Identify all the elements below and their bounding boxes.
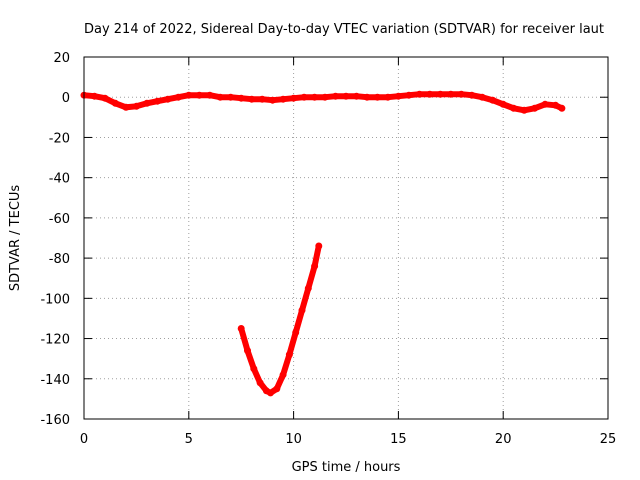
y-tick-label: -100 — [40, 292, 70, 307]
y-tick-label: 20 — [53, 51, 70, 66]
data-point — [273, 385, 281, 393]
x-tick-label: 20 — [495, 432, 512, 447]
data-point — [342, 92, 350, 100]
x-tick-label: 0 — [80, 432, 88, 447]
grid — [84, 57, 608, 419]
y-tick-label: -40 — [49, 172, 70, 187]
data-point — [143, 99, 151, 107]
data-point — [531, 104, 539, 112]
data-point — [153, 97, 161, 105]
series-group — [80, 90, 566, 397]
y-tick-label: 0 — [62, 91, 70, 106]
data-point — [520, 106, 528, 114]
data-point — [415, 90, 423, 98]
data-point — [269, 96, 277, 104]
plot-frame — [83, 56, 609, 420]
data-point — [101, 94, 109, 102]
data-point — [363, 93, 371, 101]
data-point — [468, 91, 476, 99]
x-tick-label: 10 — [285, 432, 302, 447]
data-point — [321, 93, 329, 101]
x-axis-label: GPS time / hours — [292, 460, 401, 475]
y-tick-label: -60 — [49, 212, 70, 227]
data-point — [279, 95, 287, 103]
x-tick-label: 25 — [600, 432, 617, 447]
data-point — [122, 103, 130, 111]
data-point — [457, 90, 465, 98]
data-point — [91, 92, 98, 100]
x-tick-labels: 0 5 10 15 20 25 — [80, 432, 616, 447]
data-point — [447, 90, 455, 98]
data-point — [499, 100, 507, 108]
data-point — [248, 95, 256, 103]
data-point — [394, 92, 402, 100]
data-point — [541, 100, 549, 108]
data-point — [237, 325, 245, 332]
data-point — [237, 94, 245, 102]
data-point — [258, 95, 266, 103]
data-point — [227, 93, 235, 101]
data-point — [244, 347, 251, 355]
data-point — [311, 93, 319, 101]
data-point — [373, 93, 381, 101]
data-point — [478, 93, 486, 101]
x-tick-label: 5 — [185, 432, 193, 447]
data-point — [290, 94, 298, 102]
data-point — [426, 90, 434, 98]
data-point — [353, 92, 360, 100]
data-point — [279, 371, 287, 379]
data-point — [164, 95, 172, 103]
data-point — [256, 379, 264, 387]
data-point — [405, 91, 413, 99]
data-point — [558, 104, 566, 112]
data-point — [436, 90, 444, 98]
y-axis-label: SDTVAR / TECUs — [8, 185, 23, 292]
y-tick-label: -80 — [49, 252, 70, 267]
data-point — [332, 92, 339, 100]
data-point — [510, 104, 518, 112]
data-point — [298, 306, 306, 314]
data-point — [174, 93, 182, 101]
data-point — [300, 93, 308, 101]
data-point — [250, 365, 258, 373]
data-point — [489, 96, 497, 104]
data-point — [195, 91, 203, 99]
y-tick-label: -120 — [40, 333, 70, 348]
y-tick-labels: 20 0 -20 -40 -60 -80 -100 -120 -140 -160 — [40, 51, 70, 428]
chart-title: Day 214 of 2022, Sidereal Day-to-day VTE… — [84, 22, 604, 37]
data-point — [285, 351, 293, 359]
data-point — [292, 329, 300, 336]
data-point — [311, 262, 319, 270]
data-point — [267, 389, 274, 397]
x-tick-label: 15 — [390, 432, 407, 447]
y-tick-label: -140 — [40, 373, 70, 388]
y-tick-label: -20 — [49, 131, 70, 146]
data-point — [315, 242, 323, 250]
data-point — [304, 284, 312, 292]
data-point — [384, 93, 392, 101]
data-point — [111, 99, 119, 107]
data-point — [185, 91, 193, 99]
data-point — [206, 91, 214, 99]
data-point — [552, 101, 560, 109]
y-tick-label: -160 — [40, 413, 70, 428]
data-point — [216, 93, 224, 101]
data-point — [132, 102, 140, 110]
